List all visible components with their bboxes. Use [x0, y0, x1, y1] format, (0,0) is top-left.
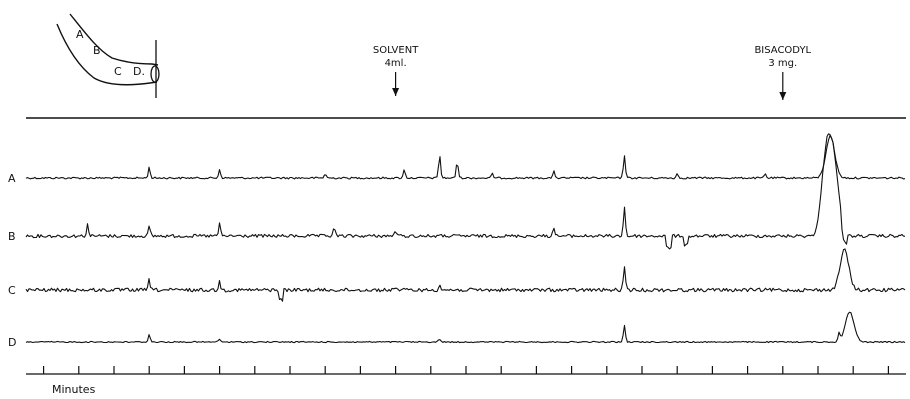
trace-b	[26, 134, 905, 249]
colon-balloon	[151, 66, 159, 82]
annotation-bisacodyl-line2: 3 mg.	[768, 58, 797, 69]
trace-label-c: C	[8, 284, 16, 297]
time-axis	[26, 366, 906, 374]
axis-label-minutes: Minutes	[52, 383, 96, 396]
colon-diagram: A B C D.	[57, 14, 159, 98]
traces: A B C D	[8, 134, 905, 349]
annotation-solvent-arrowhead	[392, 88, 399, 96]
annotation-bisacodyl-arrowhead	[779, 92, 786, 100]
annotation-bisacodyl: BISACODYL 3 mg.	[754, 45, 811, 100]
annotation-solvent: SOLVENT 4ml.	[373, 45, 419, 96]
diagram-label-a: A	[76, 28, 84, 41]
diagram-label-c: C	[114, 65, 122, 78]
trace-a	[26, 136, 905, 179]
trace-label-a: A	[8, 172, 16, 185]
trace-c	[26, 249, 905, 301]
annotation-bisacodyl-line1: BISACODYL	[754, 45, 811, 56]
annotation-solvent-line2: 4ml.	[385, 58, 407, 69]
diagram-label-d: D.	[133, 65, 145, 78]
annotation-solvent-line1: SOLVENT	[373, 45, 419, 56]
trace-label-b: B	[8, 230, 16, 243]
trace-d	[26, 312, 905, 342]
trace-label-d: D	[8, 336, 16, 349]
diagram-label-b: B	[93, 44, 101, 57]
